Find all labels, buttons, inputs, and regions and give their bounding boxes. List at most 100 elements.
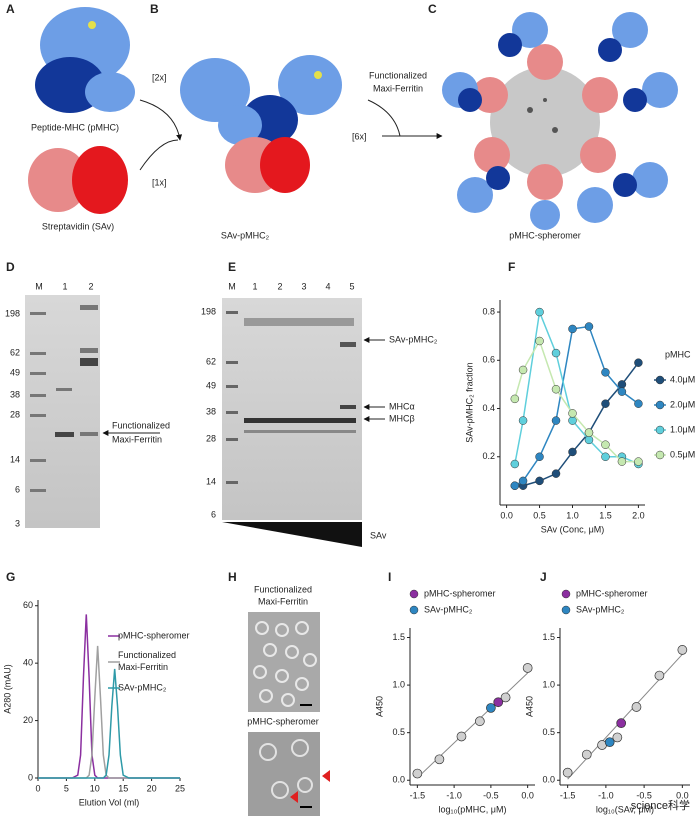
marker-label: 49 [10, 367, 20, 377]
lane-label: 2 [277, 281, 282, 291]
gel-bands [30, 305, 98, 492]
x-axis-label: SAv (Conc, μM) [541, 524, 605, 534]
lane-label: 5 [349, 281, 354, 291]
data-point [535, 307, 544, 317]
marker-label: 49 [206, 380, 216, 390]
particles [253, 621, 317, 707]
data-point [535, 476, 544, 486]
legend-swatch [655, 450, 665, 460]
data-point [510, 481, 520, 490]
marker-label: 62 [206, 356, 216, 366]
data-point [535, 452, 544, 462]
legend-swatch [561, 589, 571, 599]
y-tick-label: 1.0 [392, 679, 405, 689]
x-tick-label: 15 [118, 783, 128, 793]
x-tick-label: 0.0 [676, 790, 689, 800]
data-point [500, 692, 511, 703]
panel-letter: B [150, 2, 159, 16]
lane-label: M [228, 281, 236, 291]
marker-label: 198 [5, 308, 20, 318]
y-tick-label: 0.0 [542, 775, 555, 785]
y-axis-label: A450 [374, 696, 384, 717]
lane-label: 1 [252, 281, 257, 291]
y-tick-label: 1.5 [542, 632, 555, 642]
particles [259, 739, 313, 799]
legend-label: pMHC-spheromer [576, 588, 648, 598]
x-tick-label: 0.0 [521, 790, 534, 800]
sav-pmhc2-structure [180, 55, 342, 193]
band-label: Functionalized [112, 420, 170, 430]
legend-swatch [655, 375, 665, 385]
watermark: science科学 [631, 798, 690, 812]
legend-label: pMHC-spheromer [118, 630, 190, 640]
band-label: MHCβ [389, 413, 415, 423]
data-point [601, 368, 610, 377]
data-point [510, 394, 520, 404]
caption: Maxi-Ferritin [258, 596, 308, 606]
legend-title: pMHC [665, 349, 691, 359]
x-tick-label: -1.5 [410, 790, 426, 800]
marker-label: 6 [15, 484, 20, 494]
y-tick-label: 0.6 [482, 355, 495, 365]
data-point [601, 399, 610, 408]
y-tick-label: 40 [23, 658, 33, 668]
scale-bar [300, 704, 312, 706]
lane-label: 2 [88, 281, 93, 291]
y-tick-label: 1.5 [392, 632, 405, 642]
stoichiometry: [6x] [352, 131, 367, 141]
gradient-wedge [222, 522, 362, 547]
data-point [434, 754, 445, 765]
legend-swatch [409, 605, 419, 615]
data-point [475, 716, 485, 727]
data-point [634, 399, 643, 408]
y-tick-label: 0.4 [482, 403, 495, 413]
legend-swatch [655, 400, 665, 410]
marker-label: 38 [10, 389, 20, 399]
band-label: SAv-pMHC₂ [389, 334, 438, 344]
data-point [551, 384, 561, 394]
legend-label: 2.0μM [670, 399, 695, 409]
y-tick-label: 20 [23, 715, 33, 725]
band-label: Maxi-Ferritin [112, 434, 162, 444]
y-tick-label: 0.0 [392, 775, 405, 785]
gel-image [222, 298, 362, 520]
x-tick-label: 0.0 [500, 510, 513, 520]
stoichiometry: [1x] [152, 177, 167, 187]
data-point [604, 737, 615, 748]
panel-letter: E [228, 260, 236, 274]
x-tick-label: 0.5 [533, 510, 546, 520]
pointer [290, 791, 298, 803]
data-point [568, 447, 577, 457]
x-tick-label: 1.0 [566, 510, 579, 520]
x-tick-label: 20 [147, 783, 157, 793]
x-tick-label: -1.0 [446, 790, 462, 800]
x-tick-label: -1.0 [598, 790, 614, 800]
x-tick-label: -1.5 [560, 790, 576, 800]
data-point [617, 380, 627, 389]
legend-label: 1.0μM [670, 424, 695, 434]
spheromer-structure [442, 12, 678, 230]
x-tick-label: 2.0 [632, 510, 645, 520]
caption: Peptide-MHC (pMHC) [31, 122, 119, 132]
caption: pMHC-spheromer [509, 230, 581, 240]
marker-label: 3 [15, 518, 20, 528]
micrograph [248, 732, 320, 816]
lane-label: 1 [62, 281, 67, 291]
marker-label: 28 [10, 409, 20, 419]
data-point [584, 428, 594, 437]
y-axis-label: SAv-pMHC₂ fraction [464, 362, 474, 442]
y-tick-label: 0.5 [392, 727, 405, 737]
marker-label: 14 [206, 476, 216, 486]
arrow [139, 99, 183, 141]
x-tick-label: 10 [90, 783, 100, 793]
data-point [616, 718, 627, 729]
marker-label: 38 [206, 406, 216, 416]
lane-label: M [35, 281, 43, 291]
legend-label: 4.0μM [670, 374, 695, 384]
data-point [631, 702, 642, 712]
legend-swatch [655, 425, 665, 435]
data-point [568, 324, 577, 334]
pmhc-structure [35, 7, 135, 113]
caption: SAv-pMHC₂ [221, 230, 270, 240]
data-point [518, 476, 528, 486]
